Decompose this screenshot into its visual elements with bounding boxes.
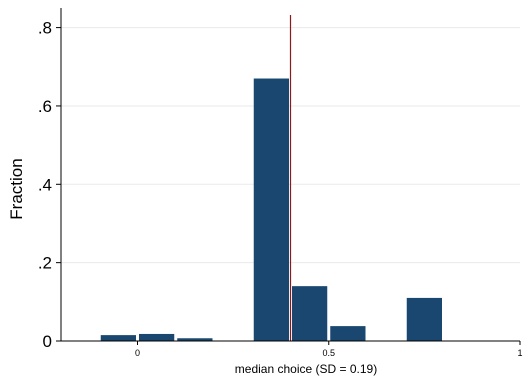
x-ticks: 0 0.5 1: [135, 341, 523, 358]
histogram-bar: [330, 326, 366, 341]
histogram-bar: [253, 78, 289, 342]
y-ticks: 0 .2 .4 .6 .8: [38, 19, 61, 351]
histogram-bar: [100, 335, 136, 341]
x-axis-label: median choice (SD = 0.19): [235, 362, 377, 376]
y-axis-label: Fraction: [7, 158, 26, 219]
y-tick-label: .8: [38, 19, 52, 38]
histogram-bar: [292, 286, 328, 341]
y-tick-label: .2: [38, 254, 52, 273]
x-tick-label: 0.5: [322, 348, 335, 358]
x-tick-label: 0: [135, 348, 140, 358]
histogram-bar: [406, 297, 442, 341]
x-tick-label: 1: [517, 348, 522, 358]
histogram-bar: [139, 333, 175, 341]
histogram-bar: [177, 338, 213, 341]
y-tick-label: 0: [43, 332, 52, 351]
y-tick-label: .6: [38, 97, 52, 116]
bars: [100, 78, 442, 342]
y-tick-label: .4: [38, 175, 52, 194]
